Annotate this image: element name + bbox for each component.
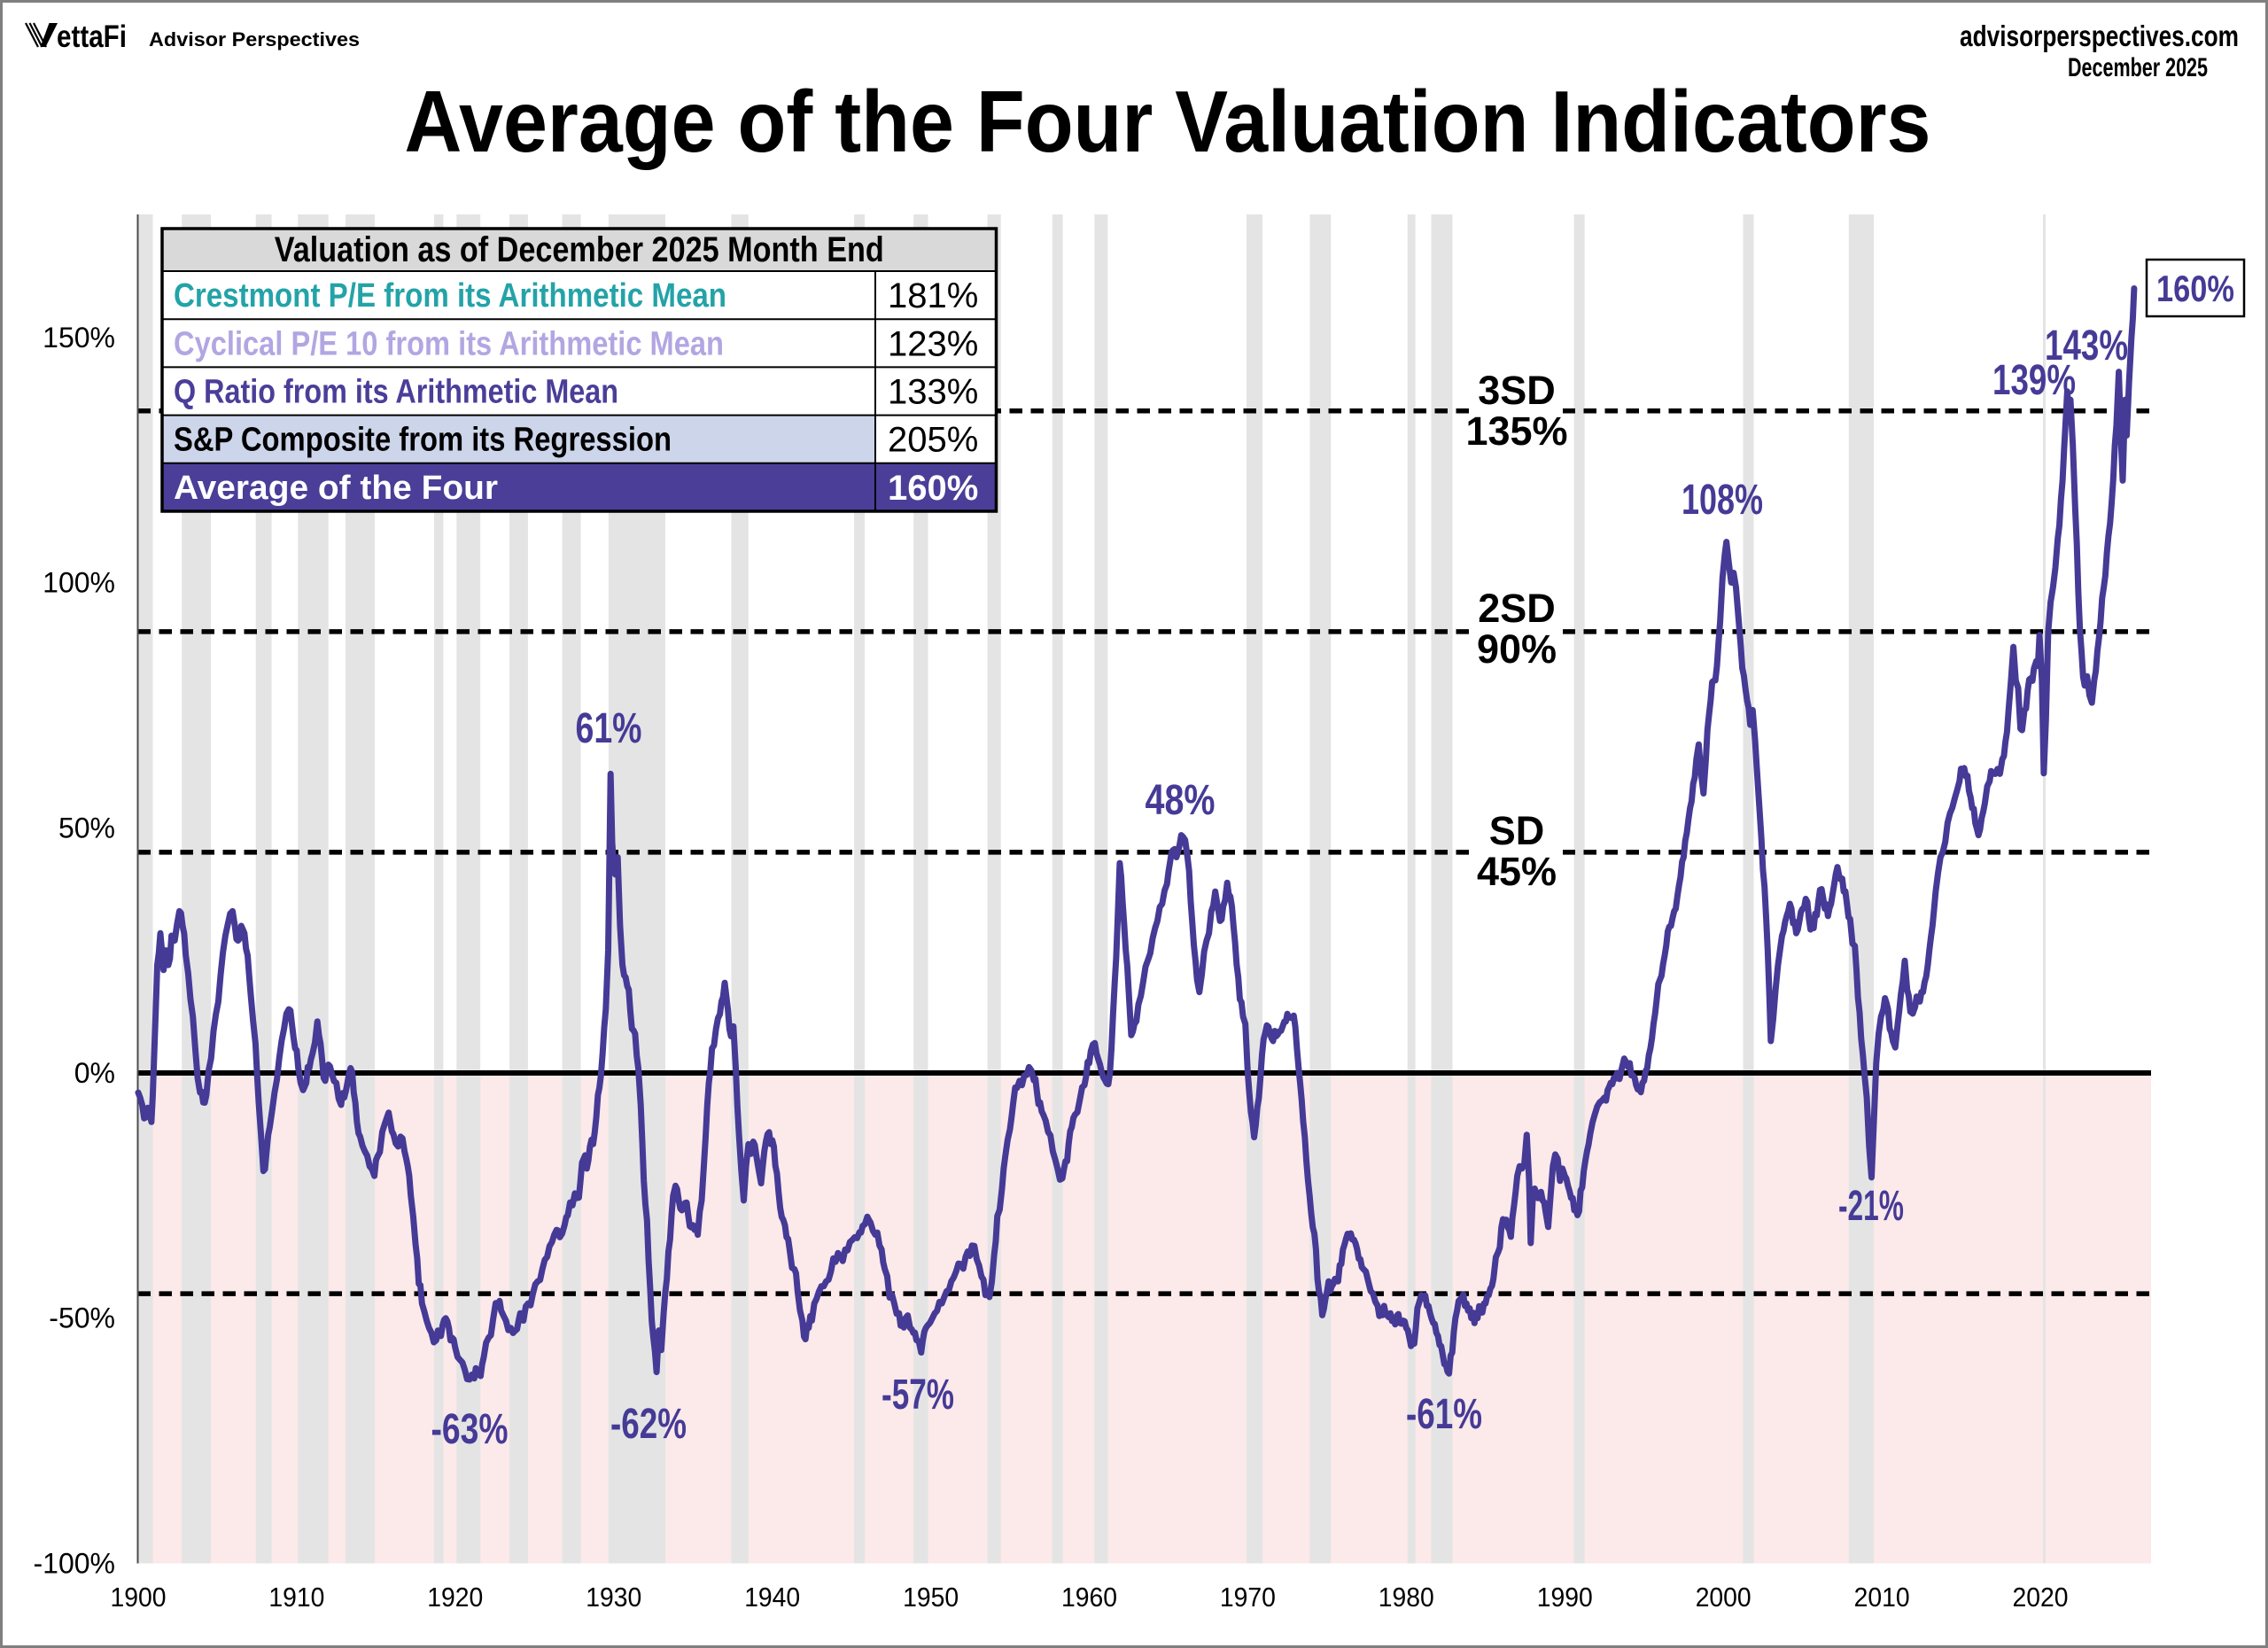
- svg-text:160%: 160%: [888, 469, 978, 508]
- svg-text:Average of the Four Valuation: Average of the Four Valuation Indicators: [405, 73, 1931, 170]
- svg-text:S&P Composite from its Regress: S&P Composite from its Regression: [174, 422, 672, 459]
- svg-text:181%: 181%: [888, 276, 978, 315]
- svg-text:advisorperspectives.com: advisorperspectives.com: [1960, 19, 2239, 52]
- svg-text:123%: 123%: [888, 324, 978, 363]
- svg-text:135%: 135%: [1465, 408, 1567, 454]
- svg-text:December 2025: December 2025: [2068, 53, 2208, 82]
- svg-text:139%: 139%: [1992, 357, 2076, 404]
- svg-text:108%: 108%: [1682, 477, 1763, 524]
- svg-text:-57%: -57%: [882, 1372, 954, 1419]
- svg-text:2SD: 2SD: [1478, 586, 1556, 631]
- svg-text:-50%: -50%: [49, 1302, 115, 1334]
- svg-text:-62%: -62%: [610, 1401, 687, 1448]
- svg-text:1950: 1950: [903, 1582, 959, 1613]
- svg-text:90%: 90%: [1477, 626, 1557, 672]
- svg-text:1910: 1910: [268, 1582, 324, 1613]
- svg-text:Crestmont P/E from its Arithme: Crestmont P/E from its Arithmetic Mean: [174, 277, 726, 315]
- svg-text:1920: 1920: [427, 1582, 483, 1613]
- svg-text:-21%: -21%: [1838, 1183, 1904, 1230]
- svg-text:1940: 1940: [744, 1582, 800, 1613]
- svg-text:-100%: -100%: [34, 1548, 116, 1580]
- svg-text:205%: 205%: [888, 421, 978, 460]
- svg-text:0%: 0%: [74, 1057, 115, 1089]
- svg-text:1930: 1930: [586, 1582, 641, 1613]
- svg-text:143%: 143%: [2045, 323, 2128, 369]
- svg-text:160%: 160%: [2156, 268, 2234, 309]
- svg-text:3SD: 3SD: [1478, 368, 1556, 413]
- svg-text:1900: 1900: [111, 1582, 167, 1613]
- svg-text:100%: 100%: [43, 567, 115, 599]
- svg-text:1990: 1990: [1537, 1582, 1593, 1613]
- svg-text:Q Ratio from its Arithmetic Me: Q Ratio from its Arithmetic Mean: [174, 374, 618, 411]
- svg-text:2010: 2010: [1854, 1582, 1910, 1613]
- svg-text:2000: 2000: [1696, 1582, 1751, 1613]
- svg-text:50%: 50%: [58, 812, 115, 843]
- svg-text:48%: 48%: [1146, 777, 1216, 824]
- svg-text:Cyclical P/E 10 from its Arith: Cyclical P/E 10 from its Arithmetic Mean: [174, 325, 724, 362]
- svg-text:150%: 150%: [43, 322, 115, 354]
- svg-text:1960: 1960: [1061, 1582, 1117, 1613]
- svg-text:133%: 133%: [888, 373, 978, 412]
- svg-text:Valuation as of December 2025: Valuation as of December 2025 Month End: [275, 230, 884, 269]
- svg-text:SD: SD: [1489, 808, 1545, 853]
- svg-text:ettaFi: ettaFi: [57, 19, 127, 54]
- svg-text:-63%: -63%: [431, 1406, 509, 1453]
- svg-text:45%: 45%: [1477, 849, 1557, 894]
- svg-text:61%: 61%: [576, 705, 642, 752]
- svg-text:2020: 2020: [2013, 1582, 2069, 1613]
- svg-text:1980: 1980: [1379, 1582, 1434, 1613]
- svg-text:-61%: -61%: [1406, 1391, 1482, 1438]
- svg-text:Advisor Perspectives: Advisor Perspectives: [149, 28, 360, 51]
- svg-text:Average of the Four: Average of the Four: [174, 470, 498, 507]
- svg-text:1970: 1970: [1220, 1582, 1276, 1613]
